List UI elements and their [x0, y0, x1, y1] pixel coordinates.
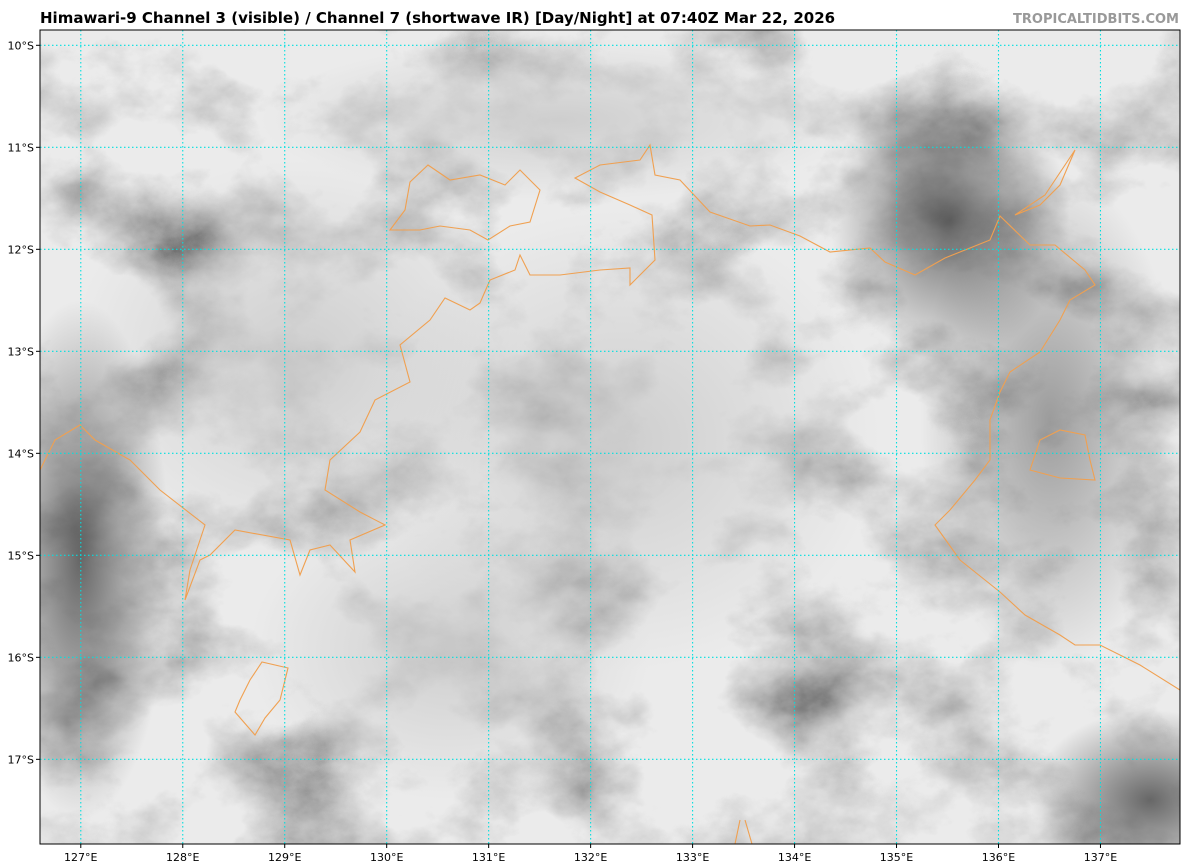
lat-label: 15°S — [8, 549, 34, 562]
lat-label: 14°S — [8, 447, 34, 460]
tick-labels: 127°E 128°E 129°E 130°E 131°E 132°E 133°E 134°E… — [8, 39, 1118, 864]
lon-label: 128°E — [166, 851, 199, 864]
lon-label: 132°E — [574, 851, 607, 864]
coastline — [40, 143, 1180, 844]
lon-label: 134°E — [778, 851, 811, 864]
lat-label: 11°S — [8, 141, 34, 154]
lat-label: 17°S — [8, 753, 34, 766]
title: Himawari-9 Channel 3 (visible) / Channel… — [40, 9, 835, 27]
lon-label: 137°E — [1084, 851, 1117, 864]
lat-label: 10°S — [8, 39, 34, 52]
satellite-image — [40, 30, 1180, 844]
lon-label: 130°E — [370, 851, 403, 864]
lon-label: 133°E — [676, 851, 709, 864]
lon-label: 129°E — [268, 851, 301, 864]
lat-label: 13°S — [8, 345, 34, 358]
lat-label: 16°S — [8, 651, 34, 664]
lat-label: 12°S — [8, 243, 34, 256]
lon-label: 135°E — [880, 851, 913, 864]
credit: TROPICALTIDBITS.COM — [1013, 12, 1179, 27]
lon-label: 127°E — [64, 851, 97, 864]
lon-label: 136°E — [982, 851, 1015, 864]
lon-label: 131°E — [472, 851, 505, 864]
map-frame — [39, 29, 1181, 845]
